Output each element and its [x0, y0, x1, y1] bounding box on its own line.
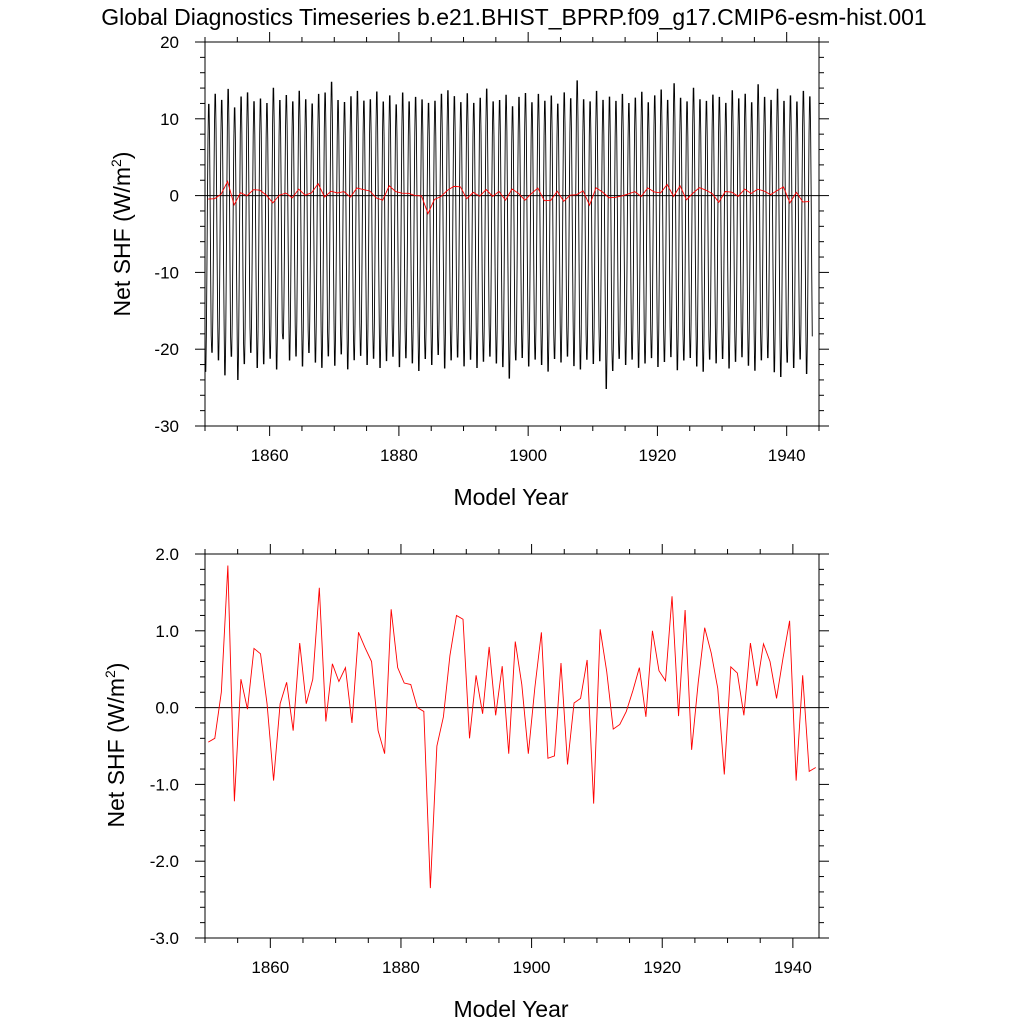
top-x-tick-labels: 1860 1880 1900 1920 1940 — [251, 446, 806, 465]
y-tick-label: -30 — [154, 417, 179, 436]
top-x-axis-label: Model Year — [453, 484, 568, 510]
y-tick-label: -20 — [154, 340, 179, 359]
x-tick-label: 1940 — [774, 958, 812, 977]
figure-title: Global Diagnostics Timeseries b.e21.BHIS… — [101, 4, 926, 30]
y-tick-label: -1.0 — [150, 775, 179, 794]
y-tick-label: 0.0 — [155, 699, 179, 718]
x-tick-label: 1900 — [513, 958, 551, 977]
x-tick-label: 1880 — [380, 446, 418, 465]
x-tick-label: 1940 — [768, 446, 806, 465]
bottom-plot-area — [195, 544, 829, 948]
x-tick-label: 1900 — [509, 446, 547, 465]
top-y-axis-label: Net SHF (W/m2) — [108, 152, 135, 317]
bottom-panel: 1860 1880 1900 1920 1940 2.0 1.0 0.0 -1.0 -2.0 -3… — [102, 544, 829, 1022]
y-tick-label: 10 — [160, 110, 179, 129]
top-y-tick-labels: 20 10 0 -10 -20 -30 — [154, 33, 179, 436]
y-tick-label: -2.0 — [150, 852, 179, 871]
bottom-x-tick-labels: 1860 1880 1900 1920 1940 — [251, 958, 811, 977]
plot-frame — [204, 553, 820, 939]
x-tick-label: 1880 — [382, 958, 420, 977]
bottom-y-axis-label-main: Net SHF (W/m — [103, 678, 129, 828]
x-tick-label: 1920 — [639, 446, 677, 465]
y-tick-label: 0 — [170, 187, 179, 206]
x-tick-label: 1920 — [643, 958, 681, 977]
monthly-series-line — [205, 80, 813, 390]
bottom-y-tick-labels: 2.0 1.0 0.0 -1.0 -2.0 -3.0 — [150, 545, 179, 948]
top-panel: 1860 1880 1900 1920 1940 20 10 0 -10 -20 -30 Mode… — [108, 32, 829, 510]
bottom-y-axis-label: Net SHF (W/m2) — [102, 663, 129, 828]
x-tick-label: 1860 — [251, 446, 289, 465]
y-tick-label: 1.0 — [155, 622, 179, 641]
bottom-y-axis-label-superscript: 2 — [102, 670, 118, 678]
y-tick-label: -10 — [154, 263, 179, 282]
annual-mean-series-line — [208, 180, 810, 215]
top-y-axis-label-superscript: 2 — [108, 159, 124, 167]
plot-frame — [204, 41, 820, 427]
annual-mean-series-line — [208, 565, 816, 889]
y-tick-label: -3.0 — [150, 929, 179, 948]
x-tick-label: 1860 — [251, 958, 289, 977]
top-plot-area — [195, 32, 829, 436]
top-y-axis-label-close: ) — [109, 152, 135, 160]
top-y-axis-label-main: Net SHF (W/m — [109, 167, 135, 317]
y-tick-label: 20 — [160, 33, 179, 52]
y-tick-label: 2.0 — [155, 545, 179, 564]
bottom-x-axis-label: Model Year — [453, 996, 568, 1022]
bottom-y-axis-label-close: ) — [103, 663, 129, 671]
